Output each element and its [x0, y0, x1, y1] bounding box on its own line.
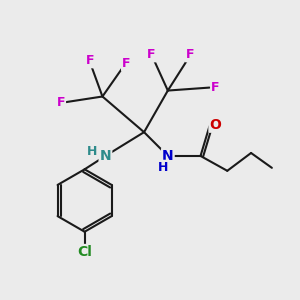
Text: N: N [162, 149, 174, 163]
Text: F: F [57, 96, 65, 109]
Text: F: F [211, 81, 220, 94]
Text: H: H [158, 161, 169, 174]
Text: N: N [100, 149, 111, 163]
Text: F: F [186, 48, 194, 62]
Text: H: H [87, 145, 97, 158]
Text: Cl: Cl [77, 245, 92, 259]
Text: F: F [147, 48, 156, 62]
Text: F: F [122, 57, 130, 70]
Text: O: O [209, 118, 221, 132]
Text: F: F [86, 54, 95, 67]
